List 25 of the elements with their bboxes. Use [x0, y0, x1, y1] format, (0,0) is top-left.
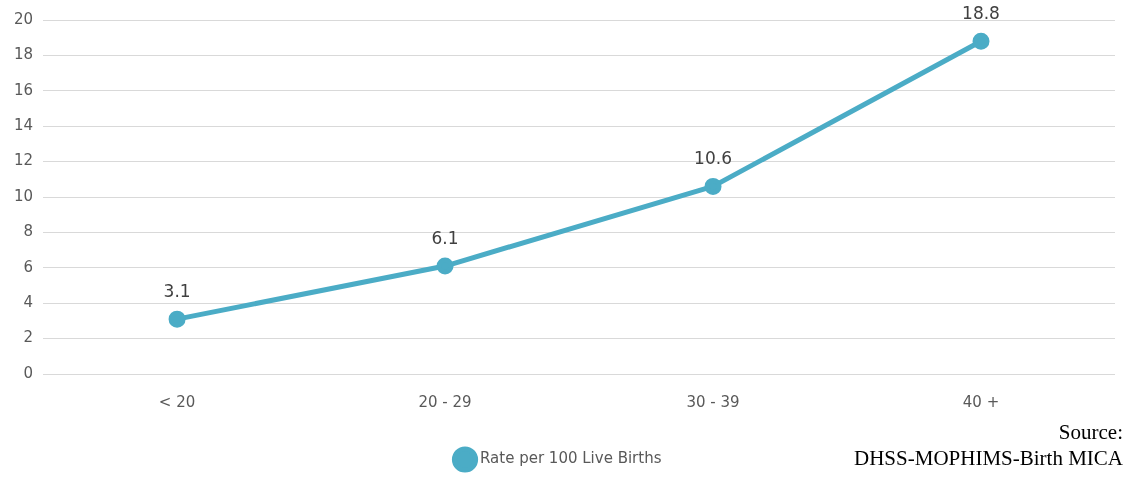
- y-tick-label: 0: [23, 363, 34, 382]
- data-label: 3.1: [163, 281, 191, 302]
- x-tick-label: 40 +: [962, 392, 1000, 411]
- y-tick-label: 4: [23, 293, 34, 312]
- x-tick-label: 30 - 39: [686, 392, 740, 411]
- source-note: Source: DHSS-MOPHIMS-Birth MICA: [854, 418, 1123, 471]
- y-tick-label: 16: [13, 80, 34, 99]
- y-tick-label: 14: [13, 116, 34, 135]
- y-tick-label: 10: [13, 186, 34, 205]
- data-label: 10.6: [694, 148, 732, 169]
- y-tick-label: 2: [23, 328, 34, 347]
- y-tick-label: 12: [13, 151, 34, 170]
- data-label: 18.8: [962, 3, 1000, 24]
- point: [436, 257, 454, 275]
- y-tick-label: 6: [23, 257, 34, 276]
- x-tick-label: 20 - 29: [418, 392, 472, 411]
- data-label: 6.1: [431, 227, 459, 248]
- y-tick-label: 8: [23, 222, 34, 241]
- point: [168, 310, 186, 328]
- point: [972, 32, 990, 50]
- y-tick-label: 20: [13, 9, 34, 28]
- point: [704, 177, 722, 195]
- y-tick-label: 18: [13, 45, 34, 64]
- x-tick-label: < 20: [158, 392, 196, 411]
- legend-label: Rate per 100 Live Births: [480, 449, 662, 468]
